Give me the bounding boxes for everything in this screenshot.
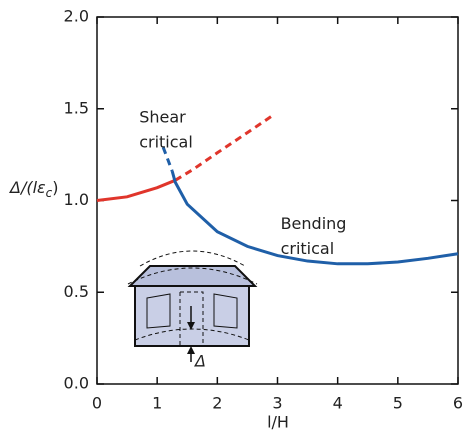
x-tick-label: 1: [152, 394, 162, 413]
x-tick-label: 2: [212, 394, 222, 413]
y-label-main: Δ/(lε: [8, 178, 46, 197]
y-axis-label: Δ/(lεc): [8, 178, 59, 200]
curve: [96, 178, 176, 202]
x-tick-label: 6: [453, 394, 463, 413]
annotation: critical: [281, 239, 335, 258]
x-tick-label: 3: [272, 394, 282, 413]
curve: [170, 170, 459, 266]
curve: [161, 146, 174, 172]
x-tick-label: 4: [333, 394, 343, 413]
x-tick-label: 0: [92, 394, 102, 413]
x-axis-label: l/H: [267, 413, 289, 432]
y-label-sub: c: [46, 186, 53, 200]
annotation: Bending: [281, 214, 347, 233]
y-label-close: ): [52, 178, 58, 197]
x-tick-label: 5: [393, 394, 403, 413]
inset-house: [127, 250, 258, 362]
y-tick-label: 2.0: [64, 7, 89, 26]
y-tick-label: 1.5: [64, 98, 89, 117]
y-tick-label: 0.0: [64, 374, 89, 393]
y-tick-label: 1.0: [64, 190, 89, 209]
y-tick-label: 0.5: [64, 282, 89, 301]
annotation: critical: [139, 132, 193, 151]
annotation: Shear: [139, 107, 186, 126]
curve: [174, 113, 276, 182]
inset-label: Δ: [193, 352, 206, 371]
